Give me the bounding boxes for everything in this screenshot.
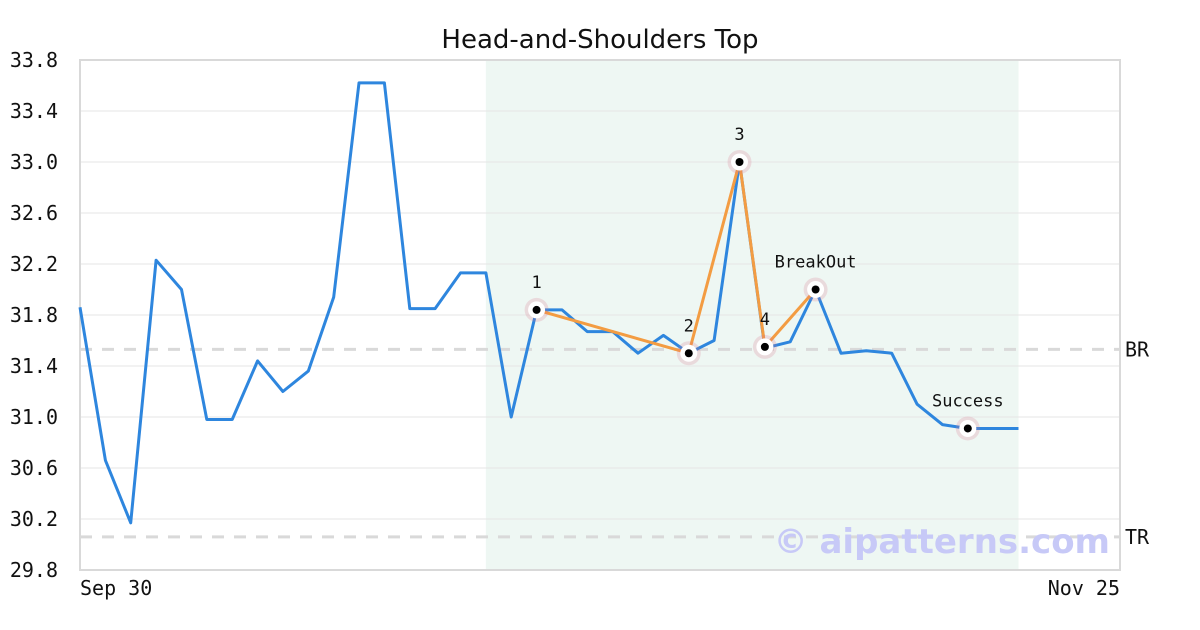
y-tick-label: 33.8 [10, 48, 58, 72]
x-axis-ticks: Sep 30 Nov 25 [80, 576, 1120, 600]
y-tick-label: 30.6 [10, 456, 58, 480]
pattern-point-label: Success [932, 391, 1004, 411]
y-tick-label: 32.2 [10, 252, 58, 276]
pattern-point-dot [532, 305, 541, 314]
y-tick-label: 31.4 [10, 354, 58, 378]
pattern-point-label: 3 [734, 125, 744, 145]
pattern-point-dot [760, 342, 769, 351]
y-tick-label: 30.2 [10, 507, 58, 531]
reference-lines: BR TR [80, 337, 1150, 549]
x-tick-label: Sep 30 [80, 576, 152, 600]
reference-line-label: TR [1125, 525, 1150, 549]
pattern-point-label: 1 [531, 273, 541, 293]
pattern-point-dot [684, 349, 693, 358]
y-tick-label: 33.4 [10, 99, 58, 123]
pattern-point-label: 2 [684, 316, 694, 336]
y-tick-label: 33.0 [10, 150, 58, 174]
reference-line-label: BR [1125, 337, 1150, 361]
y-tick-label: 29.8 [10, 558, 58, 582]
watermark: © aipatterns.com [774, 522, 1110, 562]
pattern-markers: 1 2 3 4 BreakOut Success [524, 125, 1004, 441]
y-tick-label: 31.0 [10, 405, 58, 429]
pattern-point-dot [963, 424, 972, 433]
pattern-point-label: 4 [760, 310, 770, 330]
price-series-line [78, 81, 1019, 525]
chart-title: Head-and-Shoulders Top [441, 25, 758, 55]
pattern-point-dot [811, 285, 820, 294]
y-tick-label: 31.8 [10, 303, 58, 327]
pattern-point-dot [735, 158, 744, 166]
x-tick-label: Nov 25 [1048, 576, 1120, 600]
y-axis-ticks: 29.8 30.2 30.6 31.0 31.4 31.8 32.2 32.6 33.0 33.4… [10, 48, 58, 582]
y-tick-label: 32.6 [10, 201, 58, 225]
pattern-point-label: BreakOut [775, 253, 857, 273]
